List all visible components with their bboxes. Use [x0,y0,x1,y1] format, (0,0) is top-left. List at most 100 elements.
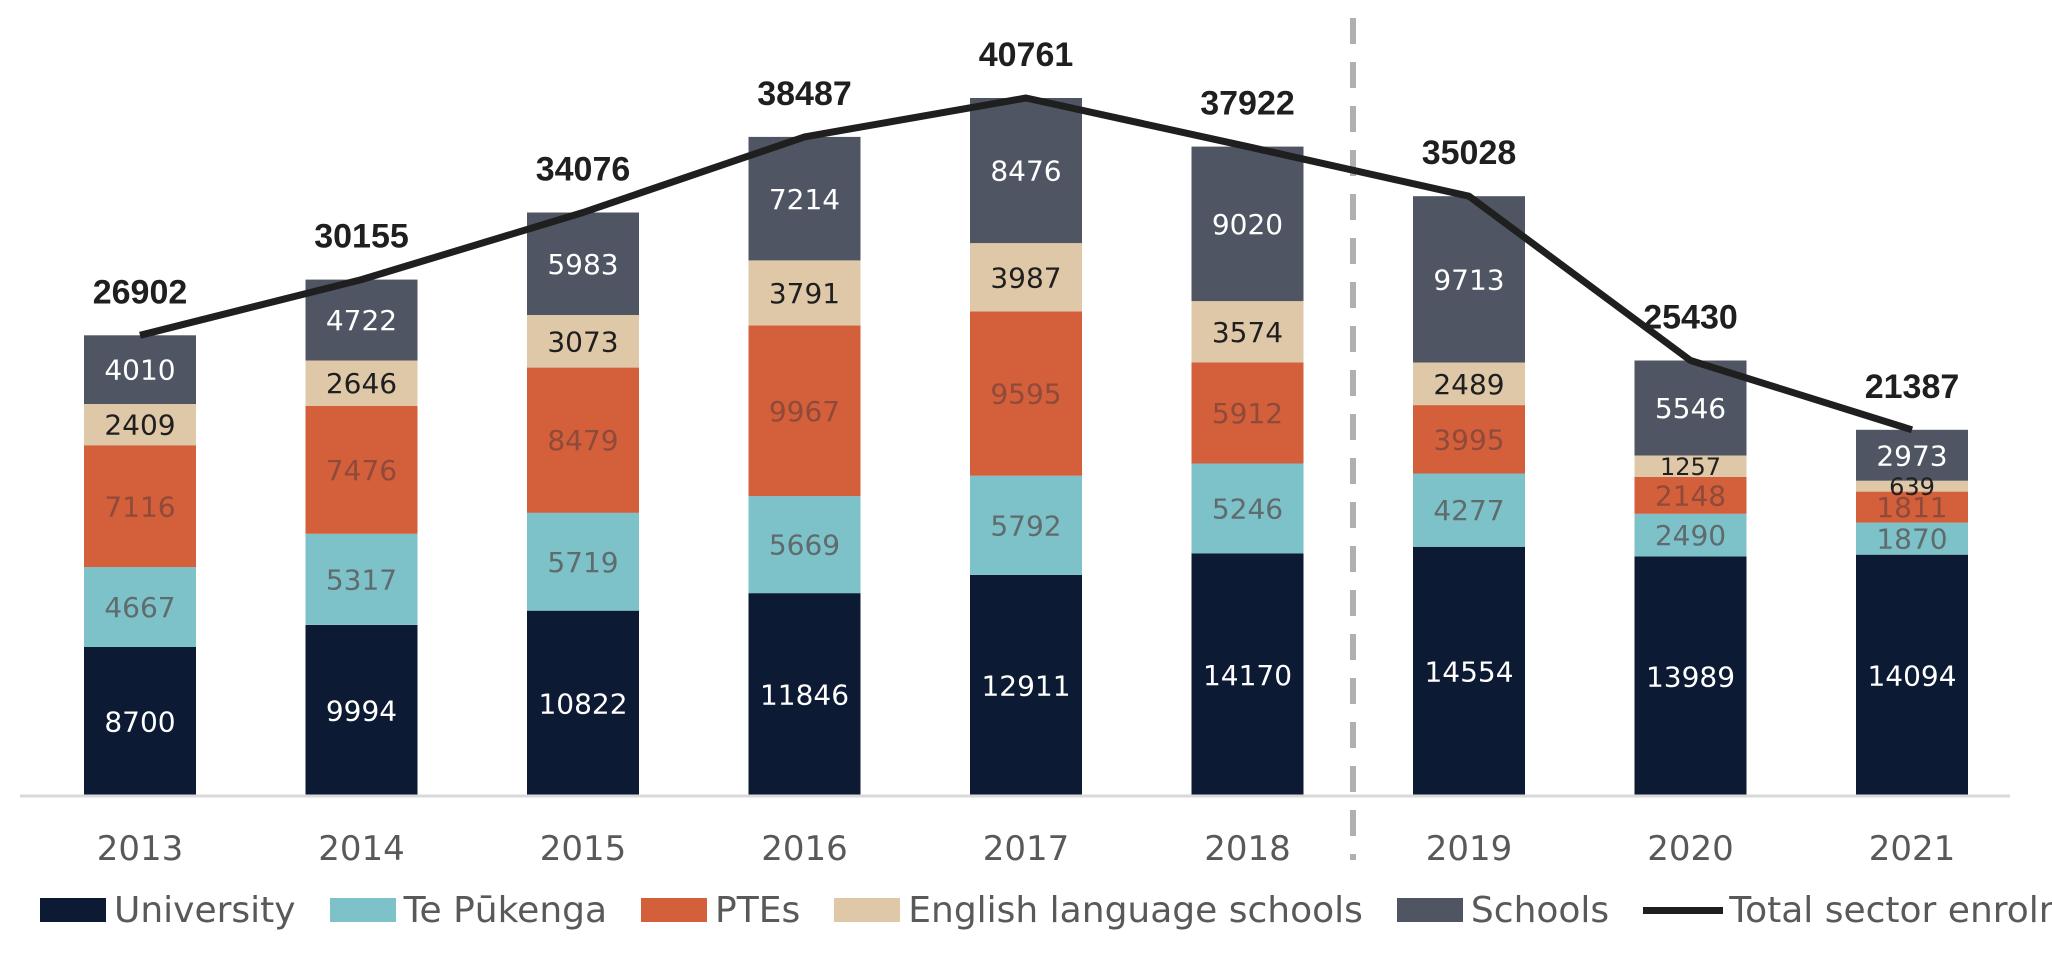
legend-item-schools[interactable]: Schools [1396,889,1610,931]
x-tick-2013: 2013 [97,829,184,869]
label-english-language-schools-2015: 3073 [547,325,618,358]
bar-english-language-schools-2017[interactable] [970,243,1082,312]
bar-schools-2015[interactable] [527,212,639,316]
label-ptes-2015: 8479 [547,424,618,457]
bar-university-2013[interactable] [84,647,196,796]
bar-university-2017[interactable] [970,574,1082,796]
label-university-2013: 8700 [104,706,175,739]
bar-university-2021[interactable] [1856,554,1968,796]
legend-swatch-english-language-schools [834,898,901,922]
bar-ptes-2018[interactable] [1191,362,1304,464]
total-sector-enrolments-line[interactable] [139,94,1914,434]
legend-label-ptes: PTEs [715,889,801,931]
bar-schools-2017[interactable] [970,98,1082,244]
bar-te-pukenga-2014[interactable] [305,533,418,625]
label-university-2018: 14170 [1203,659,1292,692]
label-ptes-2014: 7476 [326,454,397,487]
bar-university-2015[interactable] [527,610,639,796]
label-ptes-2021: 1811 [1876,491,1947,524]
bar-ptes-2017[interactable] [970,311,1082,476]
bar-english-language-schools-2021[interactable] [1856,480,1968,492]
bar-university-2018[interactable] [1191,553,1304,796]
label-ptes-2017: 9595 [990,378,1061,411]
label-ptes-2018: 5912 [1212,397,1283,430]
bar-ptes-2013[interactable] [84,445,196,568]
bar-te-pukenga-2016[interactable] [748,496,861,594]
label-university-2020: 13989 [1646,660,1735,693]
label-te-pukenga-2018: 5246 [1212,493,1283,526]
bar-te-pukenga-2018[interactable] [1191,463,1304,554]
legend-item-university[interactable]: University [40,890,296,931]
legend-swatch-university [40,898,106,922]
total-label-2017: 40761 [979,36,1074,74]
x-tick-2015: 2015 [540,829,627,869]
label-te-pukenga-2021: 1870 [1876,523,1947,556]
bar-ptes-2016[interactable] [748,325,861,497]
bar-schools-2014[interactable] [305,279,418,361]
bar-schools-2020[interactable] [1634,360,1747,456]
bar-schools-2018[interactable] [1191,146,1304,302]
label-university-2015: 10822 [538,687,627,720]
legend-item-te-pukenga[interactable]: Te Pūkenga [329,889,608,931]
bar-te-pukenga-2020[interactable] [1634,513,1747,557]
x-tick-2014: 2014 [318,829,405,869]
label-ptes-2013: 7116 [104,490,175,523]
bar-university-2019[interactable] [1413,546,1525,796]
label-ptes-2020: 2148 [1655,480,1726,513]
bar-english-language-schools-2019[interactable] [1413,362,1525,406]
bar-ptes-2019[interactable] [1413,405,1525,474]
label-te-pukenga-2020: 2490 [1655,519,1726,552]
label-schools-2016: 7214 [769,183,840,216]
bar-te-pukenga-2017[interactable] [970,475,1082,575]
bar-university-2016[interactable] [748,593,861,796]
label-schools-2021: 2973 [1876,439,1947,472]
bar-te-pukenga-2021[interactable] [1856,522,1968,555]
bar-te-pukenga-2015[interactable] [527,512,639,611]
label-english-language-schools-2014: 2646 [326,367,397,400]
legend-item-english-language-schools[interactable]: English language schools [834,890,1363,931]
legend-label-total-sector-enrolments: Total sector enrolments [1729,889,2052,931]
label-schools-2020: 5546 [1655,392,1726,425]
bar-english-language-schools-2020[interactable] [1634,455,1747,478]
label-university-2019: 14554 [1424,656,1513,689]
bar-ptes-2014[interactable] [305,405,418,534]
bar-university-2014[interactable] [305,624,418,796]
bar-ptes-2015[interactable] [527,367,639,513]
total-label-2021: 21387 [1865,368,1960,406]
bar-university-2020[interactable] [1634,556,1747,796]
label-schools-2018: 9020 [1212,208,1283,241]
total-label-2013: 26902 [93,273,188,311]
total-label-2015: 34076 [536,151,631,189]
bar-english-language-schools-2018[interactable] [1191,301,1304,363]
label-english-language-schools-2013: 2409 [104,409,175,442]
bar-schools-2021[interactable] [1856,429,1968,481]
x-tick-2019: 2019 [1426,829,1513,869]
legend-item-ptes[interactable]: PTEs [641,890,800,931]
bar-english-language-schools-2014[interactable] [305,360,418,406]
label-university-2016: 11846 [760,679,849,712]
legend-swatch-ptes [641,898,708,922]
total-line-layer [139,94,1914,434]
label-university-2014: 9994 [326,695,397,728]
legend-item-total-sector-enrolments[interactable]: Total sector enrolments [1643,890,2052,931]
bar-english-language-schools-2015[interactable] [527,314,639,368]
x-tick-2018: 2018 [1204,829,1291,869]
bar-schools-2016[interactable] [748,136,861,261]
bar-ptes-2020[interactable] [1634,477,1747,514]
bar-te-pukenga-2019[interactable] [1413,473,1525,547]
bar-english-language-schools-2016[interactable] [748,260,861,326]
legend-label-english-language-schools: English language schools [908,889,1363,931]
legend-swatch-schools [1396,898,1463,922]
total-label-2016: 38487 [757,75,852,113]
bar-schools-2013[interactable] [84,335,196,404]
bar-english-language-schools-2013[interactable] [84,404,196,446]
legend-label-te-pukenga: Te Pūkenga [403,889,608,931]
bar-te-pukenga-2013[interactable] [84,567,196,647]
label-ptes-2016: 9967 [769,395,840,428]
segment-labels-layer: 8700 4667 7116 2409 4010 9994 5317 7476 2646 4722… [104,155,1956,739]
label-schools-2014: 4722 [326,304,397,337]
bars-layer [84,98,1968,796]
legend-label-schools: Schools [1470,889,1610,931]
bar-ptes-2021[interactable] [1856,491,1968,523]
